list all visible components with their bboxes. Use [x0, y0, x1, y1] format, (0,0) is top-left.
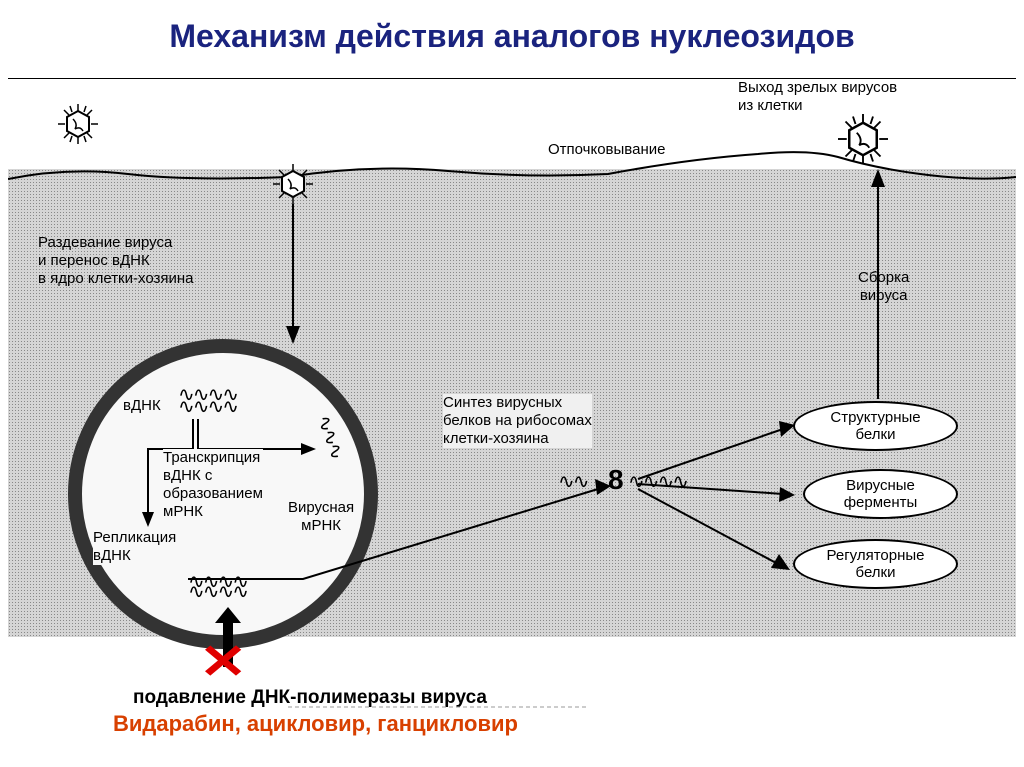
- arrow-assembly: [863, 169, 893, 404]
- page-title: Механизм действия аналогов нуклеозидов: [0, 18, 1024, 55]
- dashed-underline: [288, 704, 588, 710]
- label-structural: Структурные белки: [830, 409, 920, 444]
- mrna-icon: ∿∿: [558, 469, 588, 494]
- virus-icon: [58, 104, 98, 144]
- virus-icon: [273, 164, 313, 204]
- annotation-drugs: Видарабин, ацикловир, ганцикловир: [113, 711, 518, 737]
- virus-icon: [838, 114, 888, 164]
- red-x-icon: ✕: [199, 634, 247, 690]
- arrow-to-ribosome: [183, 479, 613, 599]
- label-synthesis: Синтез вирусных белков на рибосомах клет…: [443, 394, 592, 448]
- oval-structural: Структурные белки: [793, 401, 958, 451]
- oval-regulatory: Регуляторные белки: [793, 539, 958, 589]
- diagram: Выход зрелых вирусов из клетки Отпочковы…: [8, 78, 1016, 767]
- ribosome-icon: 8: [608, 464, 624, 496]
- label-uncoating: Раздевание вируса и перенос вДНК в ядро …: [38, 234, 194, 288]
- label-exit: Выход зрелых вирусов из клетки: [738, 79, 897, 115]
- label-budding: Отпочковывание: [548, 141, 665, 159]
- label-replication: Репликация вДНК: [93, 529, 176, 565]
- label-regulatory: Регуляторные белки: [827, 547, 925, 582]
- label-enzymes: Вирусные ферменты: [844, 477, 918, 512]
- arrows-to-proteins: [633, 419, 803, 619]
- arrow-entry: [273, 204, 313, 344]
- dna-icon: ∿∿∿∿: [178, 394, 237, 419]
- oval-enzymes: Вирусные ферменты: [803, 469, 958, 519]
- label-vdna: вДНК: [123, 397, 161, 415]
